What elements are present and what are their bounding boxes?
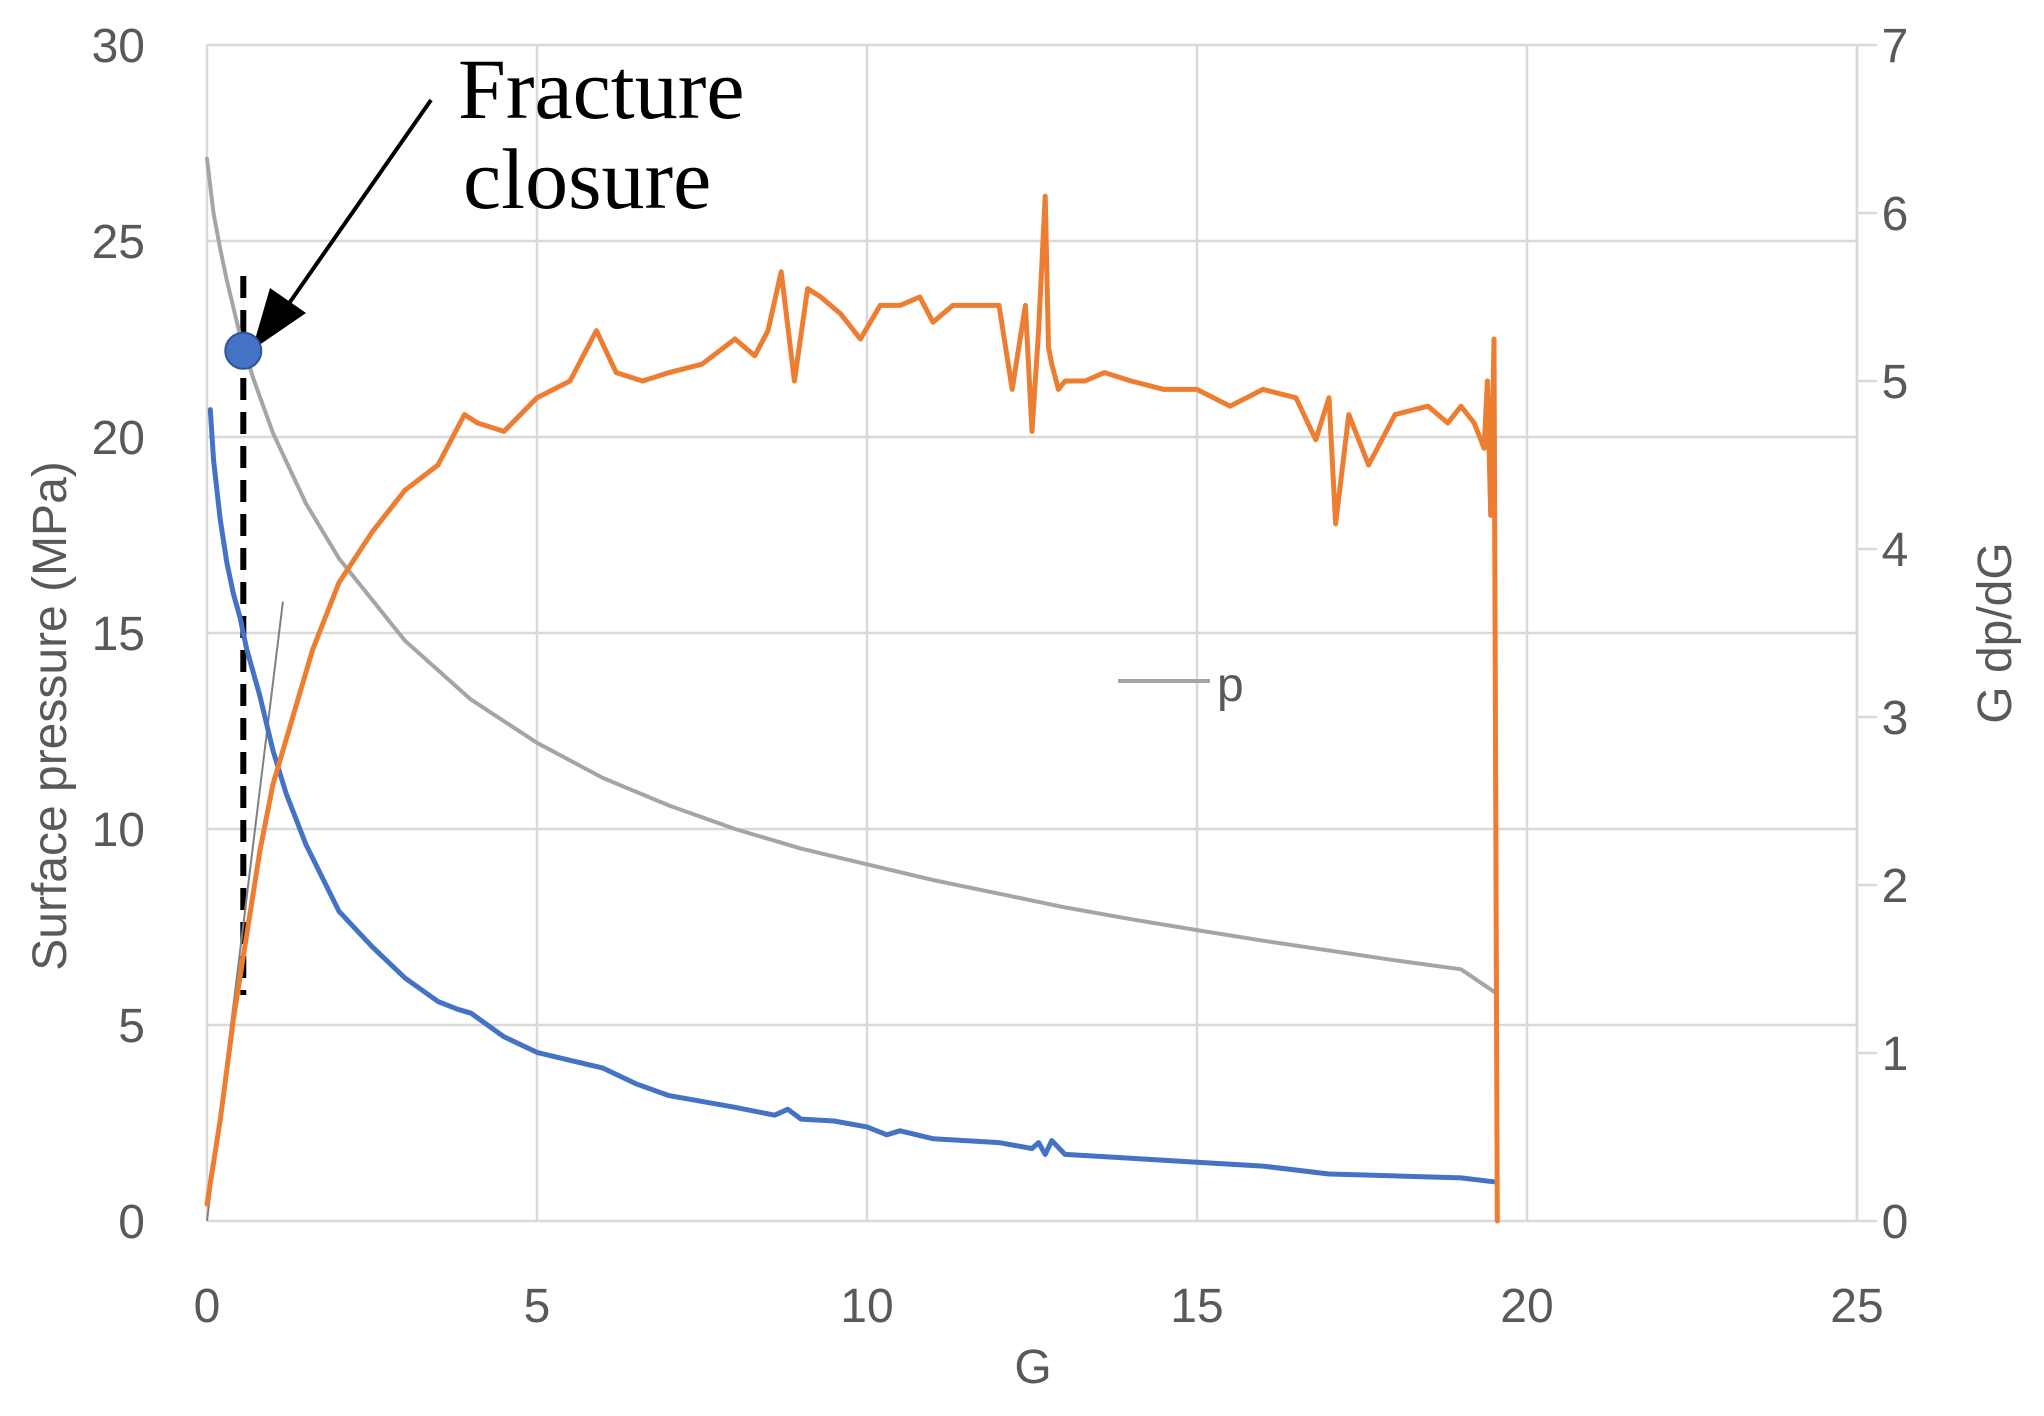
fracture-closure-annotation: Fracture closure — [224, 41, 745, 370]
x-tick-label-20: 20 — [1500, 1280, 1553, 1333]
y-tick-label-0: 0 — [118, 1196, 145, 1249]
x-tick-label-25: 25 — [1830, 1280, 1883, 1333]
x-tick-label-10: 10 — [840, 1280, 893, 1333]
y2-tick-label-5: 5 — [1882, 356, 1909, 409]
y2-tick-label-3: 3 — [1882, 692, 1909, 745]
grid-layer — [205, 43, 1877, 1223]
legend-label-p: p — [1217, 659, 1244, 712]
series-gdpdg-line — [204, 193, 1500, 1224]
tick-labels: 0 5 10 15 20 25 0 5 10 15 20 25 30 0 1 2 3 4 5 6 7 — [92, 20, 1909, 1333]
y-axis-title: Surface pressure (MPa) — [24, 461, 77, 971]
y-tick-label-20: 20 — [92, 412, 145, 465]
y2-axis-title: G dp/dG — [1969, 542, 2022, 723]
y-tick-label-5: 5 — [118, 1000, 145, 1053]
y-tick-label-15: 15 — [92, 608, 145, 661]
legend: p — [1118, 659, 1244, 712]
y2-tick-label-6: 6 — [1882, 188, 1909, 241]
x-tick-label-5: 5 — [524, 1280, 551, 1333]
annotation-arrowhead — [252, 288, 306, 350]
annotation-arrow-shaft — [288, 98, 433, 304]
series-dpdg-line — [207, 407, 1497, 1185]
y-tick-label-25: 25 — [92, 216, 145, 269]
x-axis-title: G — [1014, 1341, 1051, 1394]
y-tick-label-30: 30 — [92, 20, 145, 73]
y-tick-label-10: 10 — [92, 804, 145, 857]
annotation-line-1: Fracture — [458, 41, 745, 137]
annotation-line-2: closure — [463, 131, 711, 227]
y2-tick-label-7: 7 — [1882, 20, 1909, 73]
y2-tick-label-4: 4 — [1882, 524, 1909, 577]
x-tick-label-0: 0 — [194, 1280, 221, 1333]
y2-tick-label-2: 2 — [1882, 860, 1909, 913]
y2-tick-label-1: 1 — [1882, 1028, 1909, 1081]
y2-tick-label-0: 0 — [1882, 1196, 1909, 1249]
closure-marker — [224, 331, 263, 370]
x-tick-label-15: 15 — [1170, 1280, 1223, 1333]
